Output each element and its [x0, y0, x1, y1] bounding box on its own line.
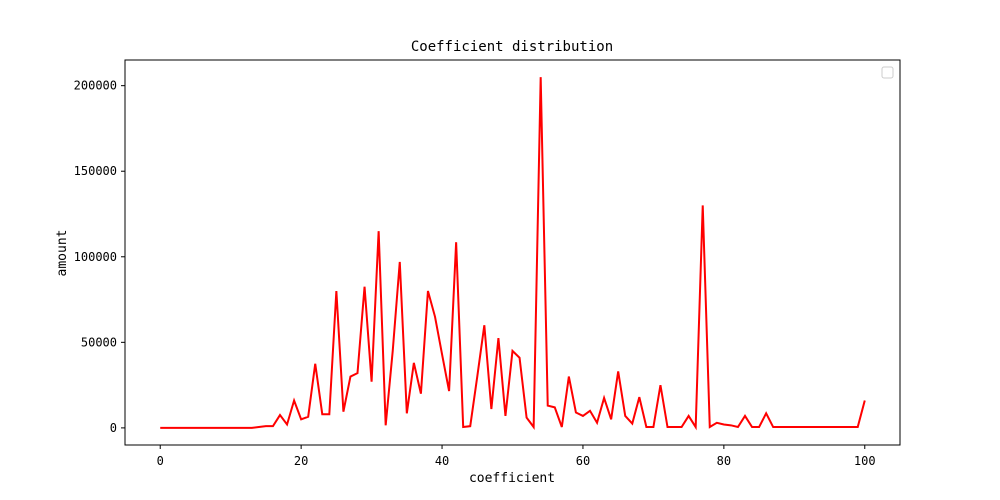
y-axis-title: amount: [55, 230, 70, 277]
y-tick-label: 50000: [81, 335, 117, 349]
x-tick-label: 20: [294, 454, 308, 468]
x-tick-label: 80: [717, 454, 731, 468]
tick-layer: 0 20 40 60 80 100 0 50000 100000 150000 200000: [74, 79, 876, 468]
x-axis-title: coefficient: [469, 471, 555, 486]
y-tick-label: 200000: [74, 79, 117, 93]
y-tick-label: 100000: [74, 250, 117, 264]
plot-frame: [124, 59, 901, 446]
x-tick-label: 0: [157, 454, 164, 468]
x-tick-label: 100: [854, 454, 876, 468]
series-line: [160, 77, 866, 431]
plot-area: [160, 77, 866, 431]
y-tick-label: 150000: [74, 164, 117, 178]
x-tick-label: 60: [576, 454, 590, 468]
y-tick-label: 0: [110, 421, 117, 435]
x-tick-label: 40: [435, 454, 449, 468]
legend-box: [881, 66, 894, 79]
chart-title: Coefficient distribution: [411, 39, 613, 55]
